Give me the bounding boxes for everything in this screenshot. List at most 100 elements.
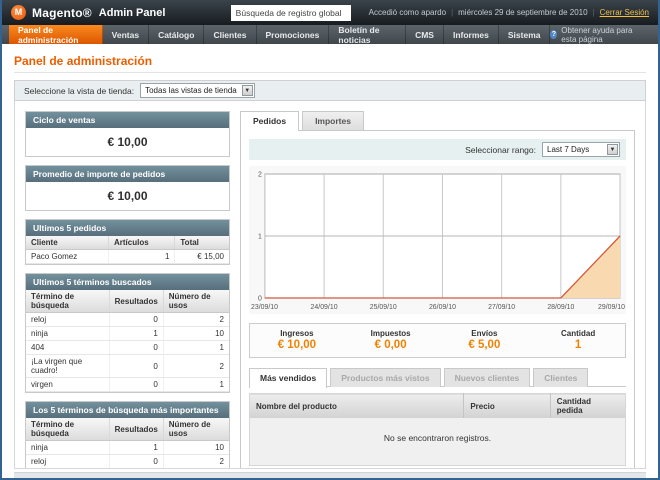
customer-name-cell[interactable]: Paco Gomez xyxy=(26,250,109,264)
stat-label: Cantidad xyxy=(531,329,625,338)
nav-item-system[interactable]: Sistema xyxy=(499,25,551,44)
magento-logo-icon: M xyxy=(11,5,26,20)
widget-title: Los 5 términos de búsqueda más important… xyxy=(26,402,229,418)
svg-text:0: 0 xyxy=(258,295,262,302)
column-header: Número de usos xyxy=(163,418,229,441)
nav-item-newsletter[interactable]: Boletín de noticias xyxy=(329,25,406,44)
dashboard-right-column: Pedidos Importes Seleccionar rango: Last… xyxy=(240,111,635,458)
uses-cell: 2 xyxy=(163,455,229,469)
results-cell: 0 xyxy=(109,469,163,470)
table-row[interactable]: ninja 1 10 xyxy=(26,327,229,341)
orders-area-chart: 23/09/1024/09/1025/09/1026/09/1027/09/10… xyxy=(249,168,626,312)
search-term-cell[interactable]: ninja xyxy=(26,327,109,341)
page-title: Panel de administración xyxy=(14,54,646,68)
totals-bar: Ingresos € 10,00 Impuestos € 0,00 Envíos… xyxy=(249,323,626,358)
results-cell: 0 xyxy=(109,378,163,392)
content-area: Panel de administración Seleccione la vi… xyxy=(2,44,658,480)
results-cell: 0 xyxy=(109,355,163,378)
logout-link[interactable]: Cerrar Sesión xyxy=(588,8,649,17)
store-view-select[interactable]: Todas las vistas de tienda xyxy=(140,83,255,98)
column-header: Número de usos xyxy=(163,290,229,313)
column-header: Término de búsqueda xyxy=(26,290,109,313)
results-cell: 0 xyxy=(109,341,163,355)
magento-admin-window: M Magento® Admin Panel Accedió como apar… xyxy=(0,0,660,480)
table-row[interactable]: ninja 1 10 xyxy=(26,441,229,455)
uses-cell: 1 xyxy=(163,341,229,355)
range-select[interactable]: Last 7 Days xyxy=(542,142,620,157)
table-row[interactable]: reloj 0 2 xyxy=(26,455,229,469)
table-row[interactable]: 404 0 1 xyxy=(26,341,229,355)
uses-cell: 10 xyxy=(163,441,229,455)
global-search-input[interactable] xyxy=(231,5,351,21)
stat-label: Envíos xyxy=(438,329,532,338)
nav-item-promotions[interactable]: Promociones xyxy=(257,25,330,44)
search-term-cell[interactable]: reloj xyxy=(26,455,109,469)
logo: M Magento® Admin Panel xyxy=(11,5,165,20)
search-term-cell[interactable]: 404 xyxy=(26,341,109,355)
total-cell: € 15,00 xyxy=(175,250,229,264)
svg-text:28/09/10: 28/09/10 xyxy=(547,304,574,311)
stat-shipping: Envíos € 5,00 xyxy=(438,329,532,351)
search-term-cell[interactable]: ¡La virgen que cuadro! xyxy=(26,469,109,470)
stat-value: € 5,00 xyxy=(438,339,532,351)
column-header: Precio xyxy=(464,394,550,419)
empty-row: No se encontraron registros. xyxy=(250,418,626,466)
table-row[interactable]: ¡La virgen que cuadro! 0 2 xyxy=(26,355,229,378)
table-row[interactable]: ¡La virgen que cuadro! 0 2 xyxy=(26,469,229,470)
orders-chart-container: 23/09/1024/09/1025/09/1026/09/1027/09/10… xyxy=(249,166,626,314)
uses-cell: 2 xyxy=(163,313,229,327)
widget-title: Ultimos 5 pedidos xyxy=(26,220,229,236)
search-term-cell[interactable]: ¡La virgen que cuadro! xyxy=(26,355,109,378)
widget-title: Ciclo de ventas xyxy=(26,112,229,128)
widget-title: Promedio de importe de pedidos xyxy=(26,166,229,182)
items-cell: 1 xyxy=(109,250,175,264)
tab-orders[interactable]: Pedidos xyxy=(240,111,299,131)
nav-item-dashboard[interactable]: Panel de administración xyxy=(9,25,103,44)
range-selector-bar: Seleccionar rango: Last 7 Days xyxy=(249,139,626,160)
tab-amounts[interactable]: Importes xyxy=(302,111,364,130)
column-header: Nombre del producto xyxy=(250,394,464,419)
page-help-label: Obtener ayuda para esta página xyxy=(561,26,648,44)
search-term-cell[interactable]: virgen xyxy=(26,378,109,392)
range-selected-value: Last 7 Days xyxy=(547,145,589,154)
store-view-selected-value: Todas las vistas de tienda xyxy=(145,86,237,95)
svg-text:29/09/10: 29/09/10 xyxy=(598,304,625,311)
table-row[interactable]: reloj 0 2 xyxy=(26,313,229,327)
tab-most-viewed[interactable]: Productos más vistos xyxy=(330,368,440,387)
results-cell: 1 xyxy=(109,327,163,341)
stat-value: € 0,00 xyxy=(344,339,438,351)
stat-label: Impuestos xyxy=(344,329,438,338)
tab-customers[interactable]: Clientes xyxy=(533,368,588,387)
table-row[interactable]: Paco Gomez 1 € 15,00 xyxy=(26,250,229,264)
tab-bestsellers[interactable]: Más vendidos xyxy=(249,368,327,388)
search-term-cell[interactable]: reloj xyxy=(26,313,109,327)
nav-item-catalog[interactable]: Catálogo xyxy=(149,25,204,44)
nav-item-cms[interactable]: CMS xyxy=(406,25,444,44)
dashboard-container: Ciclo de ventas € 10,00 Promedio de impo… xyxy=(14,101,646,469)
table-row[interactable]: virgen 0 1 xyxy=(26,378,229,392)
lifetime-sales-value: € 10,00 xyxy=(26,128,229,156)
column-header: Resultados xyxy=(109,290,163,313)
current-date-text: miércoles 29 de septiembre de 2010 xyxy=(446,8,588,17)
uses-cell: 1 xyxy=(163,378,229,392)
column-header: Artículos xyxy=(109,236,175,250)
page-help-link[interactable]: Obtener ayuda para esta página xyxy=(550,25,658,44)
product-name: Admin Panel xyxy=(99,7,166,19)
column-header: Cantidad pedida xyxy=(550,394,625,419)
svg-text:25/09/10: 25/09/10 xyxy=(370,304,397,311)
tab-new-customers[interactable]: Nuevos clientes xyxy=(444,368,531,387)
svg-text:24/09/10: 24/09/10 xyxy=(311,304,338,311)
last-search-terms-widget: Ultimos 5 términos buscados Término de b… xyxy=(25,273,230,393)
nav-item-sales[interactable]: Ventas xyxy=(103,25,149,44)
average-order-widget: Promedio de importe de pedidos € 10,00 xyxy=(25,165,230,211)
column-header: Resultados xyxy=(109,418,163,441)
logged-in-as-text: Accedió como apardo xyxy=(369,8,446,17)
nav-item-reports[interactable]: Informes xyxy=(444,25,499,44)
no-records-message: No se encontraron registros. xyxy=(250,418,626,466)
last-orders-widget: Ultimos 5 pedidos Cliente Artículos Tota… xyxy=(25,219,230,265)
nav-item-customers[interactable]: Clientes xyxy=(204,25,256,44)
stat-revenue: Ingresos € 10,00 xyxy=(250,329,344,351)
search-term-cell[interactable]: ninja xyxy=(26,441,109,455)
stat-label: Ingresos xyxy=(250,329,344,338)
column-header: Cliente xyxy=(26,236,109,250)
